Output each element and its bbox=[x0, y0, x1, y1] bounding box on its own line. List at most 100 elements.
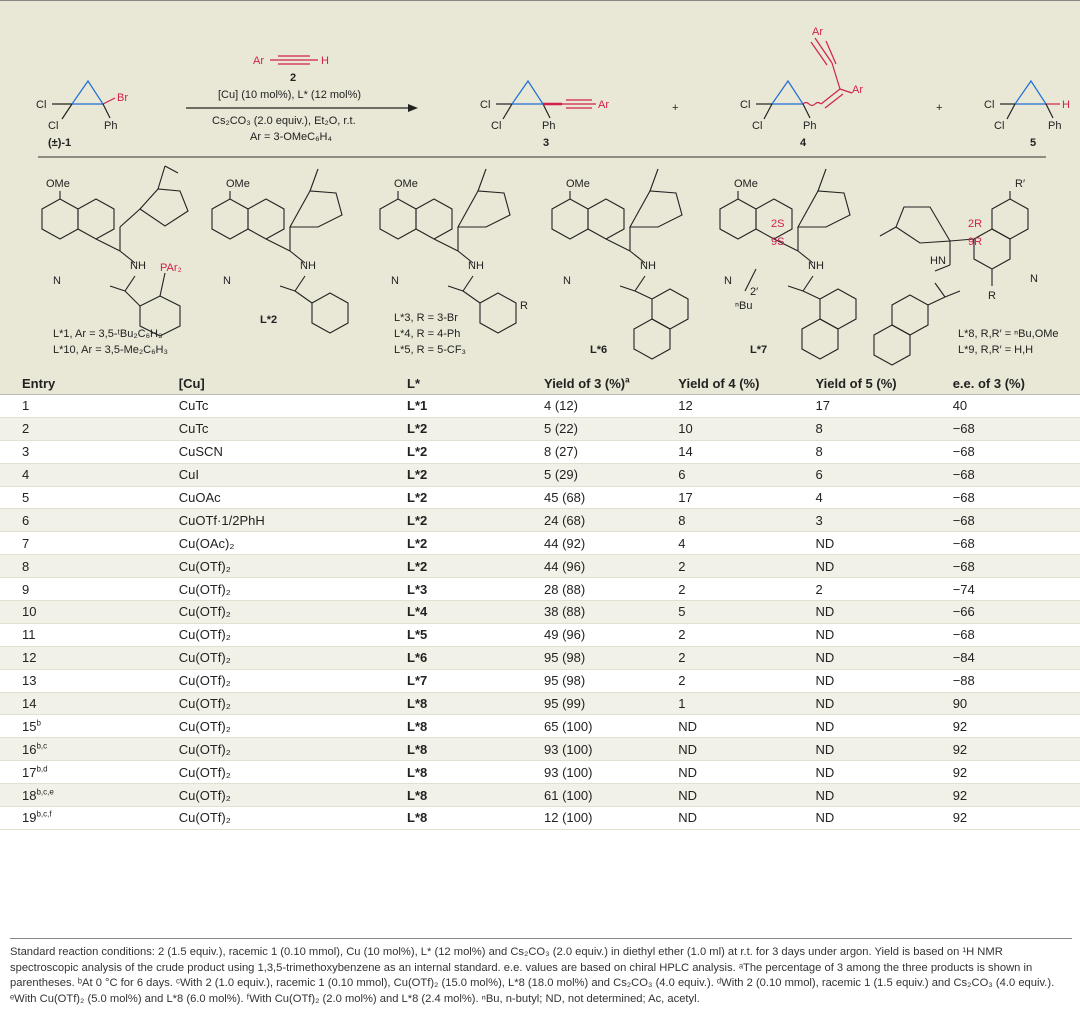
l1-par: PAr₂ bbox=[160, 262, 182, 274]
header-ligand: L* bbox=[407, 372, 544, 395]
header-yield-5: Yield of 5 (%) bbox=[815, 372, 953, 395]
cell-yield-5: 2 bbox=[815, 577, 953, 601]
cell-yield-4: ND bbox=[678, 737, 816, 761]
l2-n: N bbox=[223, 275, 231, 287]
l7-ome: OMe bbox=[734, 178, 758, 190]
ligand-l6-structure bbox=[551, 168, 689, 360]
l1-n: N bbox=[53, 275, 61, 287]
cell-cu: Cu(OTf)₂ bbox=[178, 737, 408, 761]
cell-yield-4: 4 bbox=[678, 531, 816, 555]
reagent-ar: Ar bbox=[253, 55, 264, 67]
cell-yield-3: 93 (100) bbox=[544, 760, 679, 784]
plus-sign-2: + bbox=[936, 102, 942, 114]
entry-number: 12 bbox=[22, 650, 37, 666]
cell-entry: 2 bbox=[0, 417, 179, 441]
cell-yield-3: 65 (100) bbox=[544, 714, 679, 738]
table-body: 1 CuTc L*1 4 (12) 12 17 40 2 CuTc L*2 5 (22) 10 8 −68… bbox=[0, 394, 1080, 830]
cell-yield-5: 4 bbox=[815, 486, 953, 509]
cell-ligand: L*2 bbox=[407, 463, 544, 487]
cell-cu: CuTc bbox=[178, 394, 408, 418]
reaction-arrowhead bbox=[408, 104, 418, 112]
p3-ph: Ph bbox=[542, 120, 555, 132]
cell-yield-4: 12 bbox=[678, 394, 816, 418]
cell-entry: 10 bbox=[0, 600, 179, 624]
cell-entry: 16b,c bbox=[0, 737, 179, 761]
cell-yield-4: 2 bbox=[678, 646, 816, 670]
cell-ligand: L*2 bbox=[407, 440, 544, 464]
cell-yield-4: 8 bbox=[678, 508, 816, 532]
cell-yield-5: 3 bbox=[815, 508, 953, 532]
cell-yield-5: ND bbox=[815, 669, 953, 693]
cell-yield-3: 61 (100) bbox=[544, 783, 679, 807]
table-row: 2 CuTc L*2 5 (22) 10 8 −68 bbox=[0, 417, 1080, 441]
cell-yield-4: 6 bbox=[678, 463, 816, 487]
cell-yield-4: 2 bbox=[678, 669, 816, 693]
cell-cu: CuI bbox=[178, 463, 408, 487]
cell-yield-5: ND bbox=[815, 806, 953, 830]
table-row: 6 CuOTf·1/2PhH L*2 24 (68) 8 3 −68 bbox=[0, 508, 1080, 532]
cell-entry: 9 bbox=[0, 577, 179, 601]
cell-yield-4: 1 bbox=[678, 692, 816, 715]
cell-ee: 90 bbox=[952, 692, 1080, 715]
l1-caption-1: L*1, Ar = 3,5-ᵗBu₂C₆H₃ bbox=[53, 328, 162, 340]
l1-nh: NH bbox=[130, 260, 146, 272]
l8-9r: 9R bbox=[968, 236, 982, 248]
cell-ligand: L*4 bbox=[407, 600, 544, 624]
cell-ee: 40 bbox=[952, 394, 1080, 418]
cell-yield-4: ND bbox=[678, 783, 816, 807]
sm-br: Br bbox=[117, 92, 128, 104]
cell-yield-3: 44 (92) bbox=[544, 531, 679, 555]
l8-hn: HN bbox=[930, 255, 946, 267]
cell-entry: 5 bbox=[0, 486, 179, 509]
l8-caption-2: L*9, R,R′ = H,H bbox=[958, 344, 1033, 356]
l3-caption-2: L*4, R = 4-Ph bbox=[394, 328, 460, 340]
l6-n: N bbox=[563, 275, 571, 287]
l8-r: R bbox=[988, 290, 996, 302]
cell-yield-5: ND bbox=[815, 714, 953, 738]
cell-cu: CuOTf·1/2PhH bbox=[178, 508, 408, 532]
entry-number: 14 bbox=[22, 696, 37, 712]
p4-ph: Ph bbox=[803, 120, 816, 132]
cell-yield-3: 95 (98) bbox=[544, 646, 679, 670]
cell-yield-3: 28 (88) bbox=[544, 577, 679, 601]
cell-yield-3: 8 (27) bbox=[544, 440, 679, 464]
entry-number: 9 bbox=[22, 581, 30, 597]
cell-ligand: L*8 bbox=[407, 806, 544, 830]
entry-number: 7 bbox=[22, 535, 30, 551]
l8-n: N bbox=[1030, 273, 1038, 285]
cell-yield-3: 5 (22) bbox=[544, 417, 679, 441]
entry-number: 13 bbox=[22, 673, 37, 689]
cell-yield-5: ND bbox=[815, 554, 953, 578]
entry-number: 4 bbox=[22, 467, 30, 483]
header-yield-3-sup: a bbox=[625, 375, 630, 385]
p4-cl-2: Cl bbox=[752, 120, 762, 132]
cell-cu: Cu(OTf)₂ bbox=[178, 806, 408, 830]
cell-ee: −68 bbox=[952, 440, 1080, 464]
cell-cu: Cu(OTf)₂ bbox=[178, 623, 408, 647]
table-row: 11 Cu(OTf)₂ L*5 49 (96) 2 ND −68 bbox=[0, 623, 1080, 647]
cell-entry: 18b,c,e bbox=[0, 783, 179, 807]
cell-yield-5: ND bbox=[815, 623, 953, 647]
cell-ee: −74 bbox=[952, 577, 1080, 601]
cell-ee: −68 bbox=[952, 463, 1080, 487]
cell-cu: Cu(OTf)₂ bbox=[178, 760, 408, 784]
cell-yield-3: 95 (99) bbox=[544, 692, 679, 715]
cell-yield-3: 49 (96) bbox=[544, 623, 679, 647]
ligand-l2-structure bbox=[211, 168, 349, 334]
cell-entry: 13 bbox=[0, 669, 179, 693]
conditions-line-3: Ar = 3-OMeC₆H₄ bbox=[250, 131, 332, 143]
cell-yield-5: ND bbox=[815, 600, 953, 624]
cell-yield-5: ND bbox=[815, 760, 953, 784]
cell-ee: −68 bbox=[952, 417, 1080, 441]
l1-caption-2: L*10, Ar = 3,5-Me₂C₆H₃ bbox=[53, 344, 168, 356]
p4-ar-side: Ar bbox=[852, 84, 863, 96]
cell-cu: Cu(OTf)₂ bbox=[178, 646, 408, 670]
cell-ligand: L*1 bbox=[407, 394, 544, 418]
cell-entry: 19b,c,f bbox=[0, 806, 179, 830]
cell-cu: Cu(OTf)₂ bbox=[178, 554, 408, 578]
l6-caption: L*6 bbox=[590, 344, 607, 356]
entry-number: 2 bbox=[22, 421, 30, 437]
cell-cu: CuSCN bbox=[178, 440, 408, 464]
l3-nh: NH bbox=[468, 260, 484, 272]
sm-ph: Ph bbox=[104, 120, 117, 132]
